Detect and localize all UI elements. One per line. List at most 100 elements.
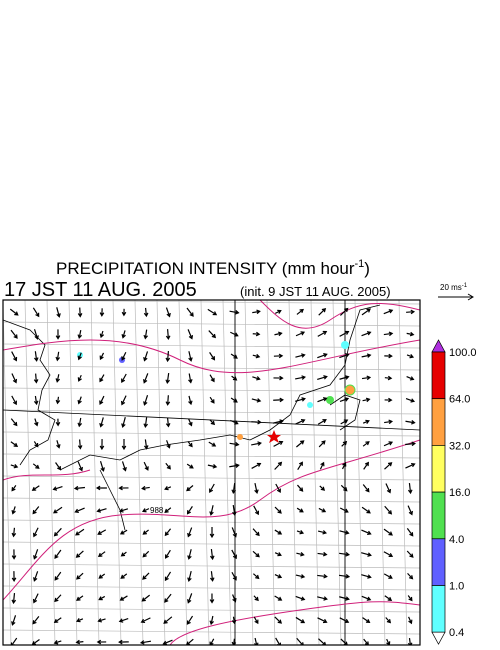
wind-arrow — [384, 462, 393, 470]
wind-arrow — [230, 419, 239, 425]
wind-arrow — [99, 395, 105, 405]
wind-arrow — [361, 595, 372, 601]
wind-arrow — [141, 508, 150, 513]
wind-arrow — [118, 618, 129, 623]
grid-line — [68, 300, 78, 645]
wind-arrow — [273, 353, 284, 359]
wind-arrow — [361, 353, 372, 358]
colorbar-over — [431, 339, 446, 353]
wind-arrow — [163, 616, 173, 624]
wind-arrow — [186, 307, 194, 317]
wind-arrow — [317, 397, 328, 403]
grid-line — [3, 607, 420, 613]
wind-arrow — [31, 485, 40, 491]
wind-arrow — [383, 573, 393, 579]
wind-arrow — [165, 350, 171, 363]
colorbar-segment — [431, 585, 446, 633]
grid-line — [90, 300, 100, 645]
wind-arrow — [77, 329, 83, 340]
colorbar-segment — [431, 351, 446, 400]
wind-arrow — [317, 551, 328, 557]
wind-arrow — [11, 485, 17, 492]
wind-arrow — [143, 373, 149, 384]
wind-arrow — [11, 351, 18, 362]
vector-scale-exponent: -1 — [462, 283, 468, 289]
wind-arrow — [54, 549, 62, 559]
wind-arrow — [164, 528, 172, 537]
wind-arrow — [253, 595, 259, 602]
wind-arrow — [296, 507, 304, 513]
colorbar-label: 16.0 — [449, 487, 470, 499]
colorbar-label: 0.4 — [449, 627, 464, 639]
rain-cell — [307, 402, 313, 408]
wind-arrow — [295, 595, 306, 601]
wind-arrow — [11, 527, 17, 538]
wind-arrow — [317, 375, 328, 381]
wind-arrow — [385, 617, 392, 624]
wind-arrow — [317, 596, 328, 601]
wind-arrow — [253, 616, 259, 625]
wind-arrow — [11, 549, 17, 560]
wind-arrow — [231, 571, 237, 581]
rain-cell — [344, 384, 356, 396]
wind-arrow — [274, 616, 282, 624]
wind-arrow — [55, 418, 61, 427]
wind-arrow — [209, 527, 215, 539]
grid-line — [288, 300, 298, 645]
wind-arrow — [317, 353, 328, 359]
map: 988 — [2, 299, 421, 646]
wind-arrow — [53, 640, 62, 645]
wind-arrow — [188, 395, 193, 406]
wind-arrow — [405, 398, 416, 403]
wind-arrow — [143, 307, 149, 318]
wind-arrow — [230, 353, 238, 359]
wind-arrow — [33, 329, 39, 340]
wind-arrow — [186, 615, 194, 625]
pressure-contours — [3, 300, 420, 645]
wind-arrow — [297, 461, 303, 471]
wind-arrow — [231, 483, 236, 495]
grid-line — [3, 343, 420, 349]
grid-line — [398, 300, 408, 645]
wind-arrow — [338, 574, 351, 579]
wind-arrow — [77, 352, 82, 361]
wind-arrow — [53, 527, 62, 537]
wind-arrow — [274, 574, 283, 579]
grid-line — [112, 300, 122, 645]
wind-arrow — [339, 307, 349, 316]
wind-arrow — [11, 592, 17, 605]
colorbar-label: 32.0 — [449, 440, 470, 452]
wind-arrow — [251, 398, 262, 403]
wind-arrow — [275, 483, 281, 494]
wind-arrow — [97, 618, 106, 623]
vector-scale-text: 20 ms — [440, 283, 462, 292]
rain-cell — [326, 396, 334, 404]
wind-arrow — [296, 440, 305, 448]
wind-arrow — [252, 376, 261, 381]
wind-arrow — [361, 529, 372, 536]
wind-arrow — [252, 353, 261, 359]
wind-arrow — [96, 508, 107, 513]
wind-arrow — [54, 571, 62, 581]
wind-arrow — [143, 439, 149, 450]
wind-arrow — [252, 331, 261, 337]
wind-arrow — [317, 419, 327, 425]
grid-line — [178, 300, 188, 645]
coastline — [3, 319, 56, 466]
wind-arrow — [406, 353, 415, 359]
wind-arrow — [407, 595, 413, 602]
wind-arrow — [119, 508, 129, 513]
grid-line — [3, 321, 420, 327]
wind-arrow — [55, 374, 61, 383]
wind-arrow — [253, 505, 260, 516]
wind-arrow — [56, 307, 61, 318]
wind-arrow — [162, 639, 173, 645]
wind-arrow — [363, 461, 369, 470]
wind-arrow — [121, 351, 127, 361]
wind-arrow — [55, 351, 61, 362]
grid-line — [3, 475, 420, 481]
wind-arrow — [32, 463, 40, 469]
grid-line — [24, 300, 34, 645]
wind-arrow — [361, 552, 372, 557]
wind-arrow — [33, 571, 39, 582]
